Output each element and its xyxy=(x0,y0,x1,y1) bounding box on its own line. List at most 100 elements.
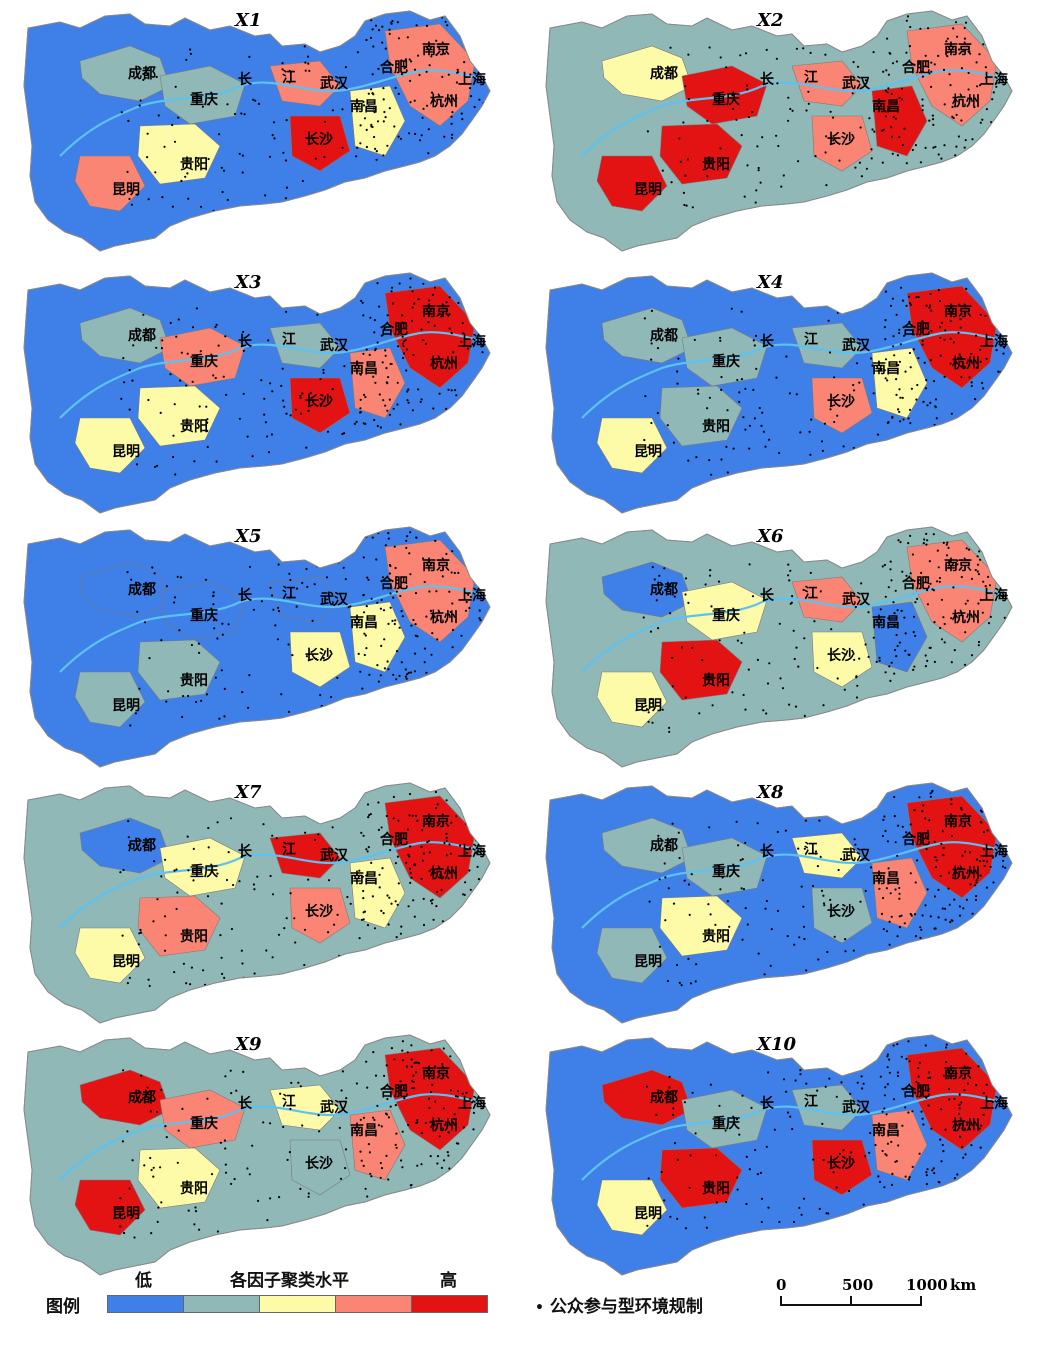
map-title: X9 xyxy=(234,1034,262,1055)
participation-dot xyxy=(220,956,223,959)
city-label: 昆明 xyxy=(112,698,140,714)
participation-dot xyxy=(379,1176,382,1179)
participation-dot xyxy=(438,392,441,395)
participation-dot xyxy=(253,888,256,891)
participation-dot xyxy=(480,560,483,563)
participation-dot xyxy=(245,982,248,985)
participation-dot xyxy=(798,936,801,939)
city-label: 南京 xyxy=(422,557,450,574)
participation-dot xyxy=(782,174,785,177)
participation-dot xyxy=(149,1156,152,1160)
participation-dot xyxy=(956,563,959,566)
participation-dot xyxy=(272,121,276,124)
participation-dot xyxy=(307,62,310,65)
participation-dot xyxy=(932,533,935,536)
participation-dot xyxy=(381,576,385,579)
participation-dot xyxy=(680,984,683,987)
participation-dot xyxy=(431,898,434,901)
participation-dot xyxy=(184,175,187,178)
participation-dot xyxy=(460,284,464,287)
participation-dot xyxy=(886,1055,889,1058)
participation-dot xyxy=(363,117,367,120)
participation-dot xyxy=(189,983,192,986)
participation-dot xyxy=(408,552,411,555)
participation-dot xyxy=(864,79,867,82)
participation-dot xyxy=(984,314,987,317)
participation-dot xyxy=(367,1143,370,1146)
region-patch xyxy=(906,539,998,643)
participation-dot xyxy=(816,1089,819,1092)
participation-dot xyxy=(787,96,790,99)
participation-dot xyxy=(658,945,662,948)
participation-dot xyxy=(205,405,208,408)
region-patch xyxy=(74,671,146,728)
participation-dot xyxy=(765,899,768,903)
city-label: 南京 xyxy=(944,1065,972,1082)
river-label: 长 xyxy=(760,587,775,604)
participation-dot xyxy=(328,712,331,715)
participation-dot xyxy=(919,161,922,164)
participation-dot xyxy=(739,859,742,862)
participation-dot xyxy=(483,147,486,150)
participation-dot xyxy=(387,668,390,671)
participation-dot xyxy=(392,795,395,799)
participation-dot xyxy=(447,73,450,76)
participation-dot xyxy=(853,838,856,841)
participation-dot xyxy=(455,815,458,818)
participation-dot xyxy=(787,119,790,122)
participation-dot xyxy=(266,1219,269,1222)
participation-dot xyxy=(781,687,785,690)
participation-dot xyxy=(907,1040,910,1043)
participation-dot xyxy=(864,643,867,646)
participation-dot xyxy=(650,342,653,345)
participation-dot xyxy=(450,122,453,125)
participation-dot xyxy=(469,73,472,76)
participation-dot xyxy=(285,1227,288,1230)
participation-dot xyxy=(671,685,674,688)
participation-dot xyxy=(392,596,395,599)
participation-dot xyxy=(995,82,998,85)
participation-dot xyxy=(884,671,887,674)
participation-dot xyxy=(943,144,946,147)
participation-dot xyxy=(795,646,798,649)
participation-dot xyxy=(901,396,904,399)
participation-dot xyxy=(978,1127,981,1130)
participation-dot xyxy=(294,1234,297,1237)
participation-dot xyxy=(888,943,891,946)
participation-dot xyxy=(803,847,806,850)
participation-dot xyxy=(386,1097,389,1101)
participation-dot xyxy=(985,357,988,360)
participation-dot xyxy=(680,646,684,649)
participation-dot xyxy=(754,201,757,204)
region-outline xyxy=(545,272,1013,514)
participation-dot xyxy=(383,110,386,114)
participation-dot xyxy=(405,539,408,542)
participation-dot xyxy=(929,1076,932,1079)
participation-dot xyxy=(377,828,380,831)
map-panel-x5: X5 长江成都 重庆 贵阳 昆明 长沙 武汉 南昌 合肥 南京 杭州 上海 xyxy=(20,522,520,772)
participation-dot xyxy=(223,687,226,690)
participation-dot xyxy=(342,566,345,569)
participation-dot xyxy=(123,381,126,384)
region-patch xyxy=(601,1069,693,1126)
participation-dot xyxy=(883,815,886,818)
participation-dot xyxy=(899,396,902,399)
city-label: 上海 xyxy=(458,333,486,350)
participation-dot xyxy=(893,648,897,652)
participation-dot xyxy=(905,19,908,22)
participation-dot xyxy=(833,420,836,424)
participation-dot xyxy=(403,1087,406,1090)
participation-dot xyxy=(931,118,935,121)
participation-dot xyxy=(907,1178,911,1181)
participation-dot xyxy=(371,92,374,95)
participation-dot xyxy=(473,147,476,151)
participation-dot xyxy=(217,1236,220,1239)
participation-dot xyxy=(979,809,982,812)
participation-dot xyxy=(964,1153,967,1156)
participation-dot xyxy=(362,897,365,900)
participation-dot xyxy=(917,580,920,583)
participation-dot xyxy=(672,1107,675,1110)
participation-dot xyxy=(964,21,968,24)
